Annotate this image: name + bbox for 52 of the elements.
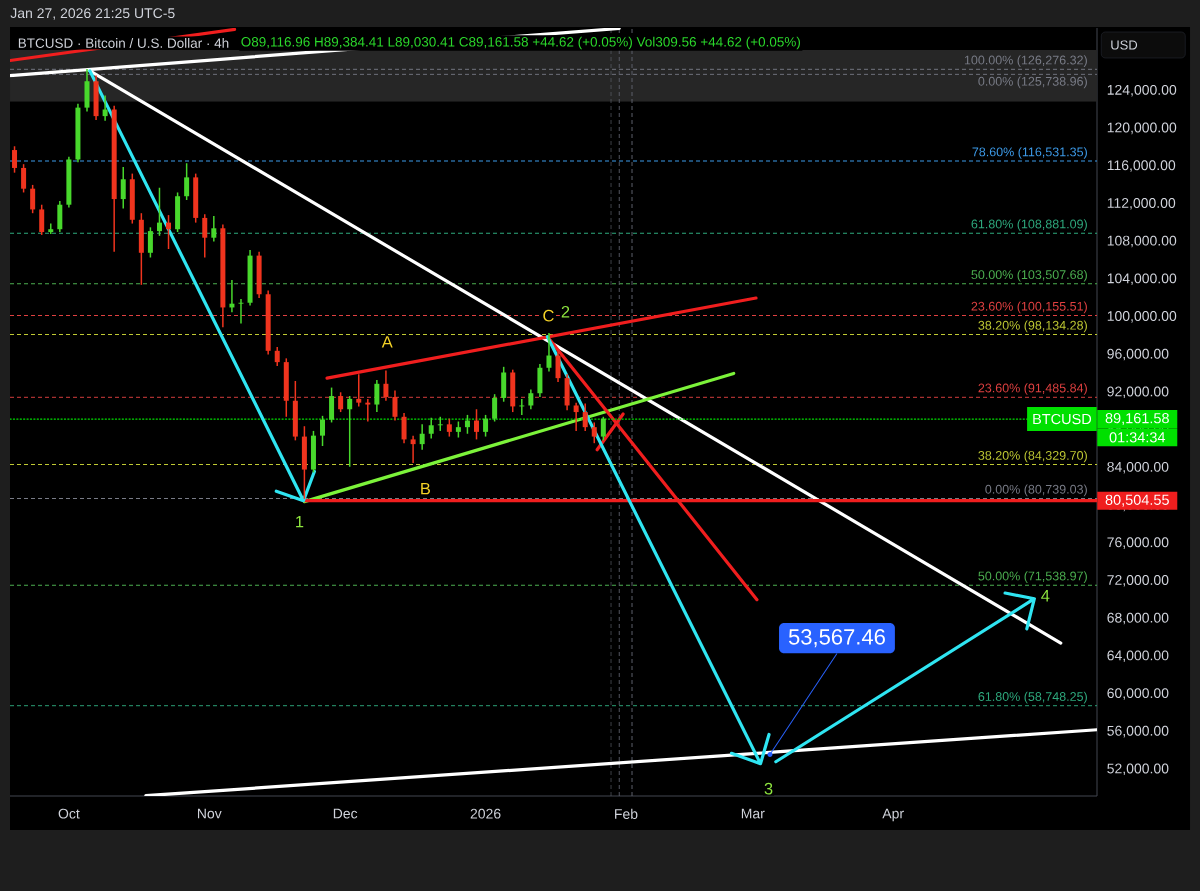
- y-tick-label: 72,000.00: [1107, 575, 1169, 587]
- x-tick-label: Mar: [741, 808, 765, 819]
- text: Jan 27, 2026 21:25 UTC-5: [10, 8, 175, 20]
- x-tick-label: 2026: [470, 808, 501, 819]
- data-label: 80,504.55: [1105, 494, 1169, 507]
- ref-line-label: 38.20% (98,134.28): [978, 320, 1087, 333]
- y-axis-title: USD: [1111, 40, 1138, 50]
- x-tick-label: Apr: [882, 808, 904, 822]
- ref-line-label: 0.00% (80,739.03): [985, 484, 1087, 497]
- y-tick-label: 76,000.00: [1107, 537, 1169, 549]
- data-label: 89,161.58: [1105, 413, 1169, 426]
- ref-line-label: 23.60% (100,155.51): [971, 301, 1087, 314]
- x-tick-label: Oct: [58, 808, 80, 819]
- annotation: 4: [1041, 590, 1050, 602]
- y-tick-label: 92,000.00: [1107, 386, 1169, 399]
- annotation: 01:34:34: [1109, 432, 1166, 443]
- annotation: B: [421, 482, 430, 495]
- series-label: BTCUSD: [1033, 413, 1092, 425]
- ref-line-label: 100.00% (126,276.32): [964, 55, 1087, 67]
- text: BTCUSD · Bitcoin / U.S. Dollar · 4h: [18, 38, 229, 48]
- y-tick-label: 124,000.00: [1107, 84, 1177, 97]
- ref-line-label: 61.80% (108,881.09): [971, 219, 1087, 231]
- annotation: A: [381, 336, 393, 348]
- x-tick-label: Dec: [333, 808, 358, 819]
- annotation: C: [543, 309, 554, 322]
- y-tick-label: 52,000.00: [1107, 763, 1169, 776]
- ref-line-label: 78.60% (116,531.35): [972, 147, 1087, 159]
- annotation: 53,567.46: [788, 629, 885, 648]
- ref-line-label: 50.00% (103,507.68): [971, 269, 1087, 282]
- x-tick-label: Feb: [615, 808, 638, 819]
- ref-line-label: 50.00% (71,538.97): [978, 571, 1087, 583]
- y-tick-label: 84,000.00: [1107, 461, 1169, 474]
- y-tick-label: 100,000.00: [1107, 311, 1177, 323]
- annotation: 1: [296, 516, 304, 528]
- y-tick-label: 68,000.00: [1107, 612, 1169, 625]
- y-tick-label: 56,000.00: [1107, 725, 1169, 738]
- y-tick-label: 96,000.00: [1107, 348, 1169, 361]
- annotation: 2: [561, 305, 570, 318]
- y-tick-label: 112,000.00: [1107, 198, 1176, 210]
- y-tick-label: 120,000.00: [1107, 122, 1177, 135]
- y-tick-label: 116,000.00: [1107, 160, 1176, 172]
- y-tick-label: 64,000.00: [1107, 650, 1169, 662]
- text: O89,116.96 H89,384.41 L89,030.41 C89,161.58 +44.62 (+0.05%) Vol309.56 +44.62 (+0.05%): [241, 36, 800, 50]
- y-tick-label: 104,000.00: [1107, 273, 1177, 285]
- y-tick-label: 60,000.00: [1107, 688, 1169, 700]
- annotation: 3: [764, 782, 773, 795]
- ref-line-label: 61.80% (58,748.25): [978, 691, 1087, 704]
- ref-line-label: 23.60% (91,485.84): [978, 383, 1087, 395]
- x-tick-label: Nov: [197, 808, 222, 819]
- y-tick-label: 108,000.00: [1107, 235, 1177, 248]
- ref-line-label: 0.00% (125,738.96): [978, 76, 1087, 89]
- ref-line-label: 38.20% (84,329.70): [978, 450, 1087, 463]
